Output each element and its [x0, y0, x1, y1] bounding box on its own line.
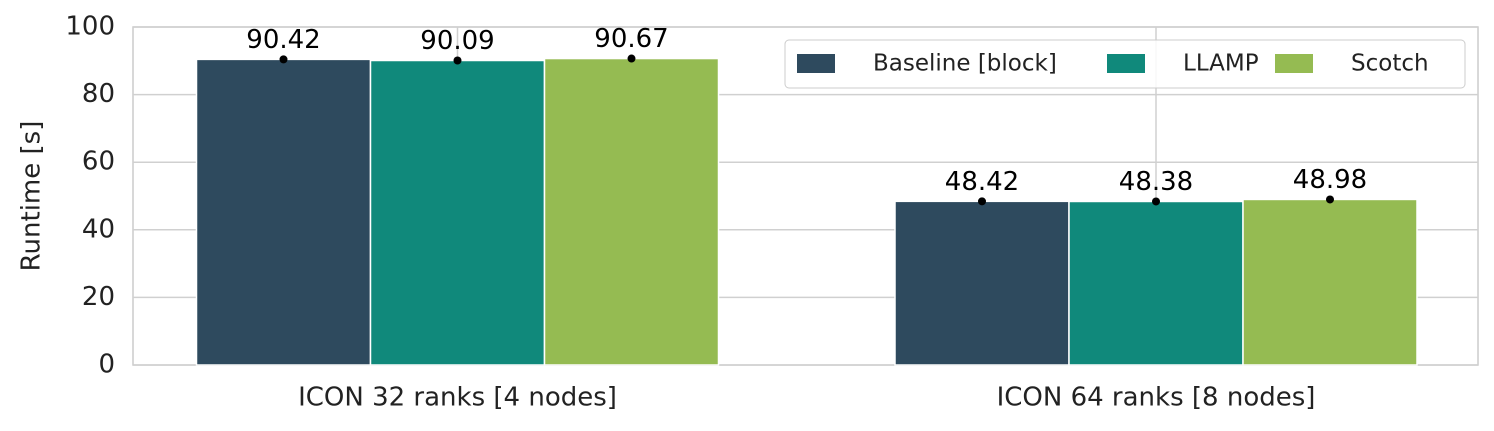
value-dot: [279, 55, 288, 64]
y-tick-label: 80: [82, 79, 115, 109]
value-label: 48.42: [945, 167, 1019, 197]
value-label: 48.38: [1119, 167, 1193, 197]
value-dot: [1326, 195, 1334, 204]
legend-swatch: [1107, 54, 1145, 73]
x-tick-label: ICON 64 ranks [8 nodes]: [997, 383, 1316, 413]
bar: [543, 57, 720, 366]
value-dot: [978, 197, 986, 206]
y-tick-label: 40: [82, 214, 115, 244]
legend: Baseline [block] LLAMP Scotch: [784, 39, 1466, 89]
y-tick-label: 60: [82, 147, 115, 177]
legend-label: LLAMP: [1183, 51, 1259, 77]
y-tick-label: 0: [98, 350, 115, 380]
legend-swatch: [1275, 54, 1313, 73]
bar: [1242, 198, 1418, 366]
value-dot: [453, 56, 462, 65]
legend-swatch: [797, 54, 835, 73]
legend-label: Baseline [block]: [873, 51, 1057, 77]
value-label: 90.09: [420, 26, 494, 56]
y-axis-label: Runtime [s]: [17, 121, 47, 272]
value-label: 48.98: [1293, 165, 1367, 195]
x-tick-label: ICON 32 ranks [4 nodes]: [298, 383, 617, 413]
value-dot: [1152, 197, 1160, 206]
y-tick-label: 100: [65, 12, 115, 42]
bar: [369, 59, 546, 366]
value-label: 90.42: [246, 25, 320, 55]
bar: [894, 200, 1070, 366]
bar: [1068, 200, 1244, 366]
bar: [195, 58, 372, 366]
value-label: 90.67: [594, 24, 668, 54]
y-tick-label: 20: [82, 282, 115, 312]
value-dot: [627, 54, 636, 63]
legend-label: Scotch: [1351, 51, 1429, 77]
